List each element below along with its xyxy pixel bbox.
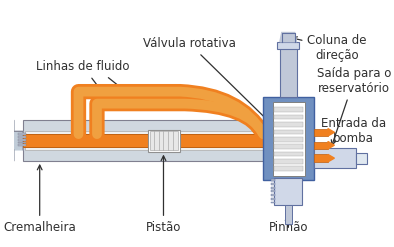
Text: Saída para o
reservatório: Saída para o reservatório xyxy=(317,66,391,145)
Bar xyxy=(148,129,180,152)
Bar xyxy=(271,183,275,185)
Bar xyxy=(274,152,303,156)
Bar xyxy=(274,166,303,171)
Polygon shape xyxy=(280,33,297,42)
Bar xyxy=(271,190,275,192)
Bar xyxy=(274,115,303,119)
Bar xyxy=(271,198,275,200)
Bar xyxy=(314,148,356,168)
Bar xyxy=(277,42,299,49)
Bar xyxy=(19,144,26,146)
Bar xyxy=(274,178,302,205)
Polygon shape xyxy=(328,154,335,162)
Polygon shape xyxy=(6,120,23,161)
Bar xyxy=(274,159,303,164)
Polygon shape xyxy=(328,129,335,136)
Text: Coluna de
direção: Coluna de direção xyxy=(292,34,367,62)
Bar xyxy=(284,205,292,224)
Text: Pistão: Pistão xyxy=(146,156,181,234)
Bar xyxy=(273,102,305,176)
Polygon shape xyxy=(328,142,335,149)
Bar xyxy=(271,202,275,204)
Bar xyxy=(271,187,275,189)
Bar xyxy=(23,134,273,147)
Bar xyxy=(314,129,328,136)
Bar xyxy=(356,153,367,164)
Bar xyxy=(23,120,273,161)
Text: Pinhão: Pinhão xyxy=(268,209,308,234)
Bar xyxy=(263,97,314,180)
Text: Linhas de fluido: Linhas de fluido xyxy=(36,60,130,94)
Bar xyxy=(274,129,303,134)
Bar xyxy=(271,194,275,196)
Text: Entrada da
bomba: Entrada da bomba xyxy=(321,117,387,155)
Bar xyxy=(150,131,178,150)
Bar xyxy=(274,107,303,112)
Bar xyxy=(274,144,303,149)
Bar xyxy=(19,139,26,141)
Bar xyxy=(25,131,270,150)
Bar xyxy=(280,42,297,97)
Text: Válvula rotativa: Válvula rotativa xyxy=(143,37,279,131)
Bar xyxy=(19,142,26,143)
Bar xyxy=(274,137,303,142)
Bar xyxy=(19,136,26,138)
Text: Cremalheira: Cremalheira xyxy=(3,165,76,234)
Bar xyxy=(314,142,328,149)
Bar xyxy=(274,122,303,127)
Bar xyxy=(19,133,26,135)
Bar xyxy=(271,179,275,181)
Bar xyxy=(314,154,328,162)
